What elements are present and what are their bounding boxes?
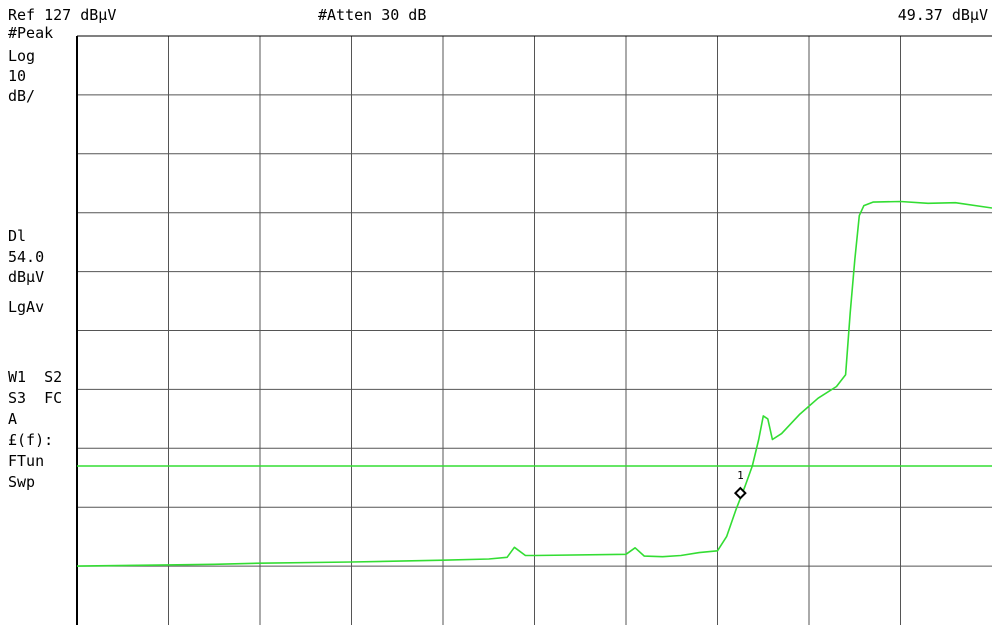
trace-state-row1: W1 S2 (8, 368, 63, 386)
trace-state-row2: S3 FC (8, 389, 63, 407)
marker-amplitude-readout: 49.37 dBμV (897, 6, 988, 24)
correction-label: £(f): (8, 431, 54, 449)
trace-mode-label: A (8, 410, 18, 428)
averaging-label: LgAv (8, 298, 45, 316)
marker-diamond (733, 486, 747, 500)
tune-mode-label: FTun (8, 452, 45, 470)
display-line-label: Dl (8, 227, 27, 245)
scale-unit-label: dB/ (8, 87, 36, 105)
sweep-mode-label: Swp (8, 473, 36, 491)
ref-level-label: Ref 127 dBμV (8, 6, 117, 24)
attenuation-label: #Atten 30 dB (318, 6, 427, 24)
marker-layer: 1 (733, 469, 747, 500)
display-line-unit: dBμV (8, 268, 45, 286)
marker-number-label: 1 (737, 469, 744, 482)
display-line-value: 54.0 (8, 248, 45, 266)
graticule-grid (76, 35, 992, 625)
scale-type-label: Log (8, 47, 36, 65)
detector-label: #Peak (8, 24, 54, 42)
scale-value-label: 10 (8, 67, 27, 85)
